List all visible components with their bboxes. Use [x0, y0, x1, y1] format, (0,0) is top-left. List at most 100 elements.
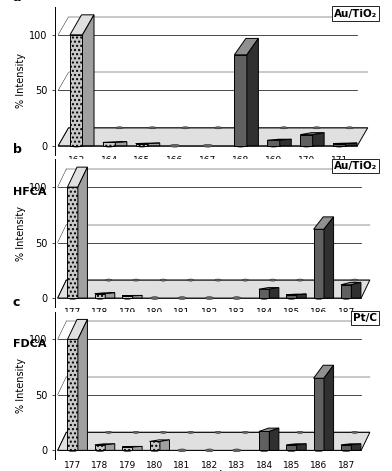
Polygon shape [136, 144, 148, 146]
Ellipse shape [178, 297, 186, 300]
Polygon shape [132, 295, 142, 298]
Ellipse shape [188, 431, 194, 433]
Polygon shape [269, 428, 279, 450]
Ellipse shape [133, 279, 139, 281]
Polygon shape [67, 340, 78, 450]
Text: c: c [13, 296, 20, 309]
Ellipse shape [280, 127, 288, 129]
Polygon shape [324, 365, 334, 450]
Polygon shape [247, 39, 258, 146]
Ellipse shape [105, 279, 112, 281]
Ellipse shape [260, 449, 268, 452]
Polygon shape [259, 431, 269, 450]
Ellipse shape [236, 145, 245, 147]
Ellipse shape [188, 279, 194, 281]
Polygon shape [341, 445, 351, 450]
Polygon shape [132, 447, 142, 450]
Ellipse shape [105, 431, 112, 433]
Text: b: b [13, 143, 22, 156]
Ellipse shape [232, 297, 241, 300]
Ellipse shape [205, 449, 214, 452]
Polygon shape [351, 444, 361, 450]
Ellipse shape [215, 431, 221, 433]
Polygon shape [280, 139, 291, 146]
Polygon shape [70, 15, 94, 35]
Polygon shape [259, 289, 269, 298]
Ellipse shape [315, 297, 323, 300]
Ellipse shape [232, 449, 241, 452]
Polygon shape [267, 140, 280, 146]
Ellipse shape [287, 449, 296, 452]
Text: Au/TiO₂: Au/TiO₂ [334, 8, 377, 18]
Polygon shape [103, 142, 115, 146]
Polygon shape [324, 217, 334, 298]
Y-axis label: % Intensity: % Intensity [16, 358, 26, 413]
Ellipse shape [342, 297, 350, 300]
Polygon shape [234, 39, 258, 55]
Ellipse shape [324, 431, 330, 433]
Polygon shape [149, 440, 169, 441]
Polygon shape [67, 187, 78, 298]
Polygon shape [341, 282, 361, 285]
Polygon shape [297, 444, 306, 450]
Ellipse shape [260, 297, 268, 300]
Ellipse shape [137, 145, 147, 147]
Polygon shape [300, 133, 324, 135]
Ellipse shape [269, 145, 278, 147]
Polygon shape [95, 445, 105, 450]
Ellipse shape [96, 449, 104, 452]
Ellipse shape [313, 127, 320, 129]
Polygon shape [115, 142, 127, 146]
Ellipse shape [346, 127, 353, 129]
Ellipse shape [71, 145, 81, 147]
Ellipse shape [149, 127, 156, 129]
Polygon shape [58, 280, 370, 298]
Polygon shape [105, 293, 115, 298]
Polygon shape [58, 432, 370, 450]
Ellipse shape [151, 449, 159, 452]
Ellipse shape [170, 145, 180, 147]
Ellipse shape [270, 431, 276, 433]
Polygon shape [67, 167, 87, 187]
Ellipse shape [315, 449, 323, 452]
Text: a: a [13, 0, 21, 4]
Polygon shape [105, 444, 115, 450]
Polygon shape [259, 428, 279, 431]
Polygon shape [269, 288, 279, 298]
Y-axis label: % Intensity: % Intensity [16, 206, 26, 260]
Polygon shape [78, 319, 87, 450]
X-axis label: m/z: m/z [207, 165, 229, 175]
Ellipse shape [203, 145, 213, 147]
Polygon shape [148, 143, 160, 146]
Polygon shape [345, 143, 357, 146]
Polygon shape [160, 440, 169, 450]
Ellipse shape [215, 279, 221, 281]
Polygon shape [314, 378, 324, 450]
Ellipse shape [160, 431, 166, 433]
Polygon shape [78, 167, 87, 298]
Ellipse shape [301, 145, 311, 147]
Ellipse shape [78, 279, 84, 281]
Text: Pt/C: Pt/C [353, 313, 377, 323]
Polygon shape [341, 285, 351, 298]
Ellipse shape [242, 431, 249, 433]
Ellipse shape [123, 449, 131, 452]
Ellipse shape [242, 279, 249, 281]
Ellipse shape [247, 127, 255, 129]
Ellipse shape [287, 297, 296, 300]
Ellipse shape [324, 279, 330, 281]
Polygon shape [341, 444, 361, 445]
Polygon shape [286, 445, 297, 450]
Polygon shape [314, 217, 334, 229]
Polygon shape [333, 144, 345, 146]
Ellipse shape [69, 449, 77, 452]
Polygon shape [351, 282, 361, 298]
Polygon shape [149, 441, 160, 450]
Polygon shape [122, 296, 132, 298]
Ellipse shape [205, 297, 214, 300]
X-axis label: m/z: m/z [207, 470, 229, 471]
Polygon shape [58, 128, 368, 146]
Polygon shape [70, 35, 82, 146]
Polygon shape [286, 295, 297, 298]
Ellipse shape [214, 127, 222, 129]
